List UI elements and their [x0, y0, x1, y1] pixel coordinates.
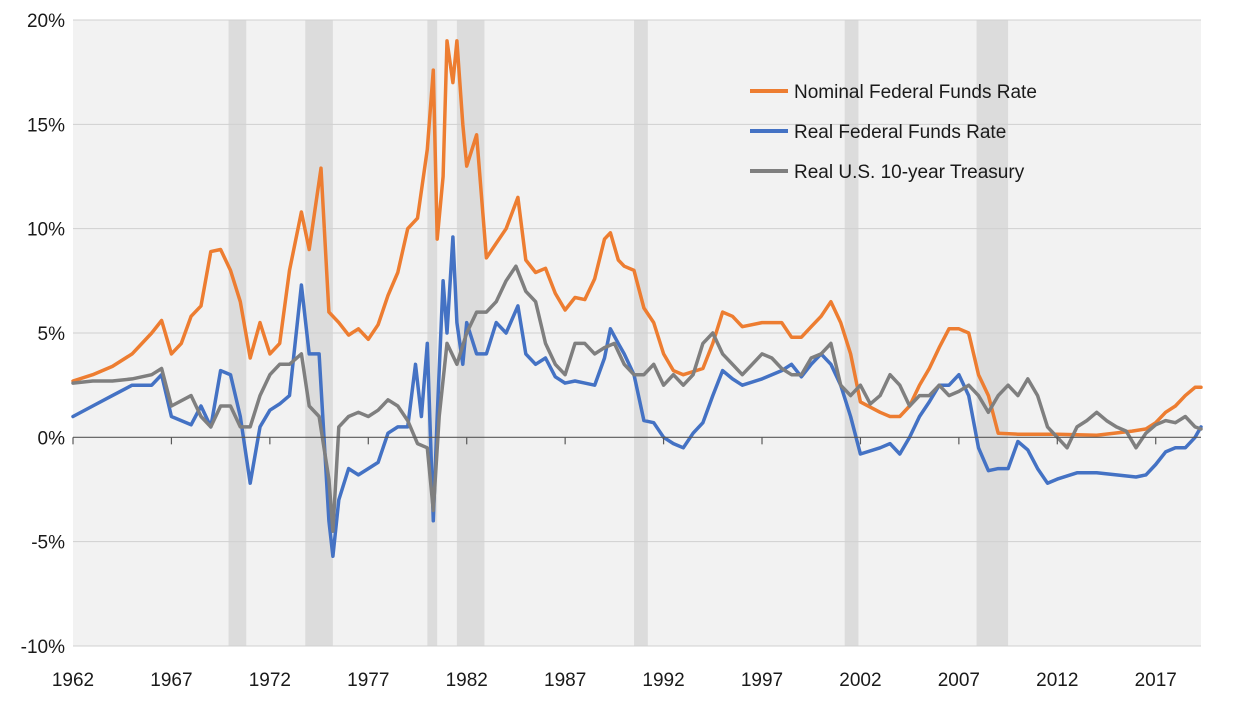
x-tick-label: 2007 — [938, 670, 980, 691]
x-tick-label: 1972 — [249, 670, 291, 691]
legend: Nominal Federal Funds Rate Real Federal F… — [750, 82, 1037, 183]
grid-lines — [73, 19, 1201, 647]
x-tick-label: 2012 — [1036, 670, 1078, 691]
series-lines — [71, 39, 1203, 559]
y-tick-label: 5% — [38, 324, 66, 345]
x-tick-label: 1977 — [347, 670, 389, 691]
x-tick-label: 1992 — [642, 670, 684, 691]
y-tick-label: 0% — [38, 428, 66, 449]
legend-label: Real U.S. 10-year Treasury — [794, 162, 1025, 183]
x-tick-labels: 1962 1967 1972 1977 1982 1987 1992 1997 2002 2007… — [52, 670, 1177, 691]
x-tick-label: 2002 — [839, 670, 881, 691]
y-tick-label: -5% — [31, 533, 65, 554]
x-tick-label: 2017 — [1135, 670, 1177, 691]
series-line-2 — [71, 235, 1203, 559]
y-tick-label: -10% — [21, 637, 65, 658]
x-tick-label: 1962 — [52, 670, 94, 691]
y-tick-label: 20% — [27, 11, 65, 32]
legend-label: Nominal Federal Funds Rate — [794, 82, 1037, 103]
x-tick-label: 1987 — [544, 670, 586, 691]
y-tick-label: 10% — [27, 220, 65, 241]
legend-label: Real Federal Funds Rate — [794, 122, 1006, 143]
x-tick-label: 1997 — [741, 670, 783, 691]
series-line-1 — [71, 39, 1203, 437]
x-axis — [72, 436, 1201, 445]
y-tick-labels: -10% -5% 0% 5% 10% 15% 20% — [21, 11, 65, 658]
x-tick-label: 1982 — [446, 670, 488, 691]
x-tick-label: 1967 — [150, 670, 192, 691]
series-line-3 — [71, 264, 1203, 533]
y-tick-label: 15% — [27, 115, 65, 136]
